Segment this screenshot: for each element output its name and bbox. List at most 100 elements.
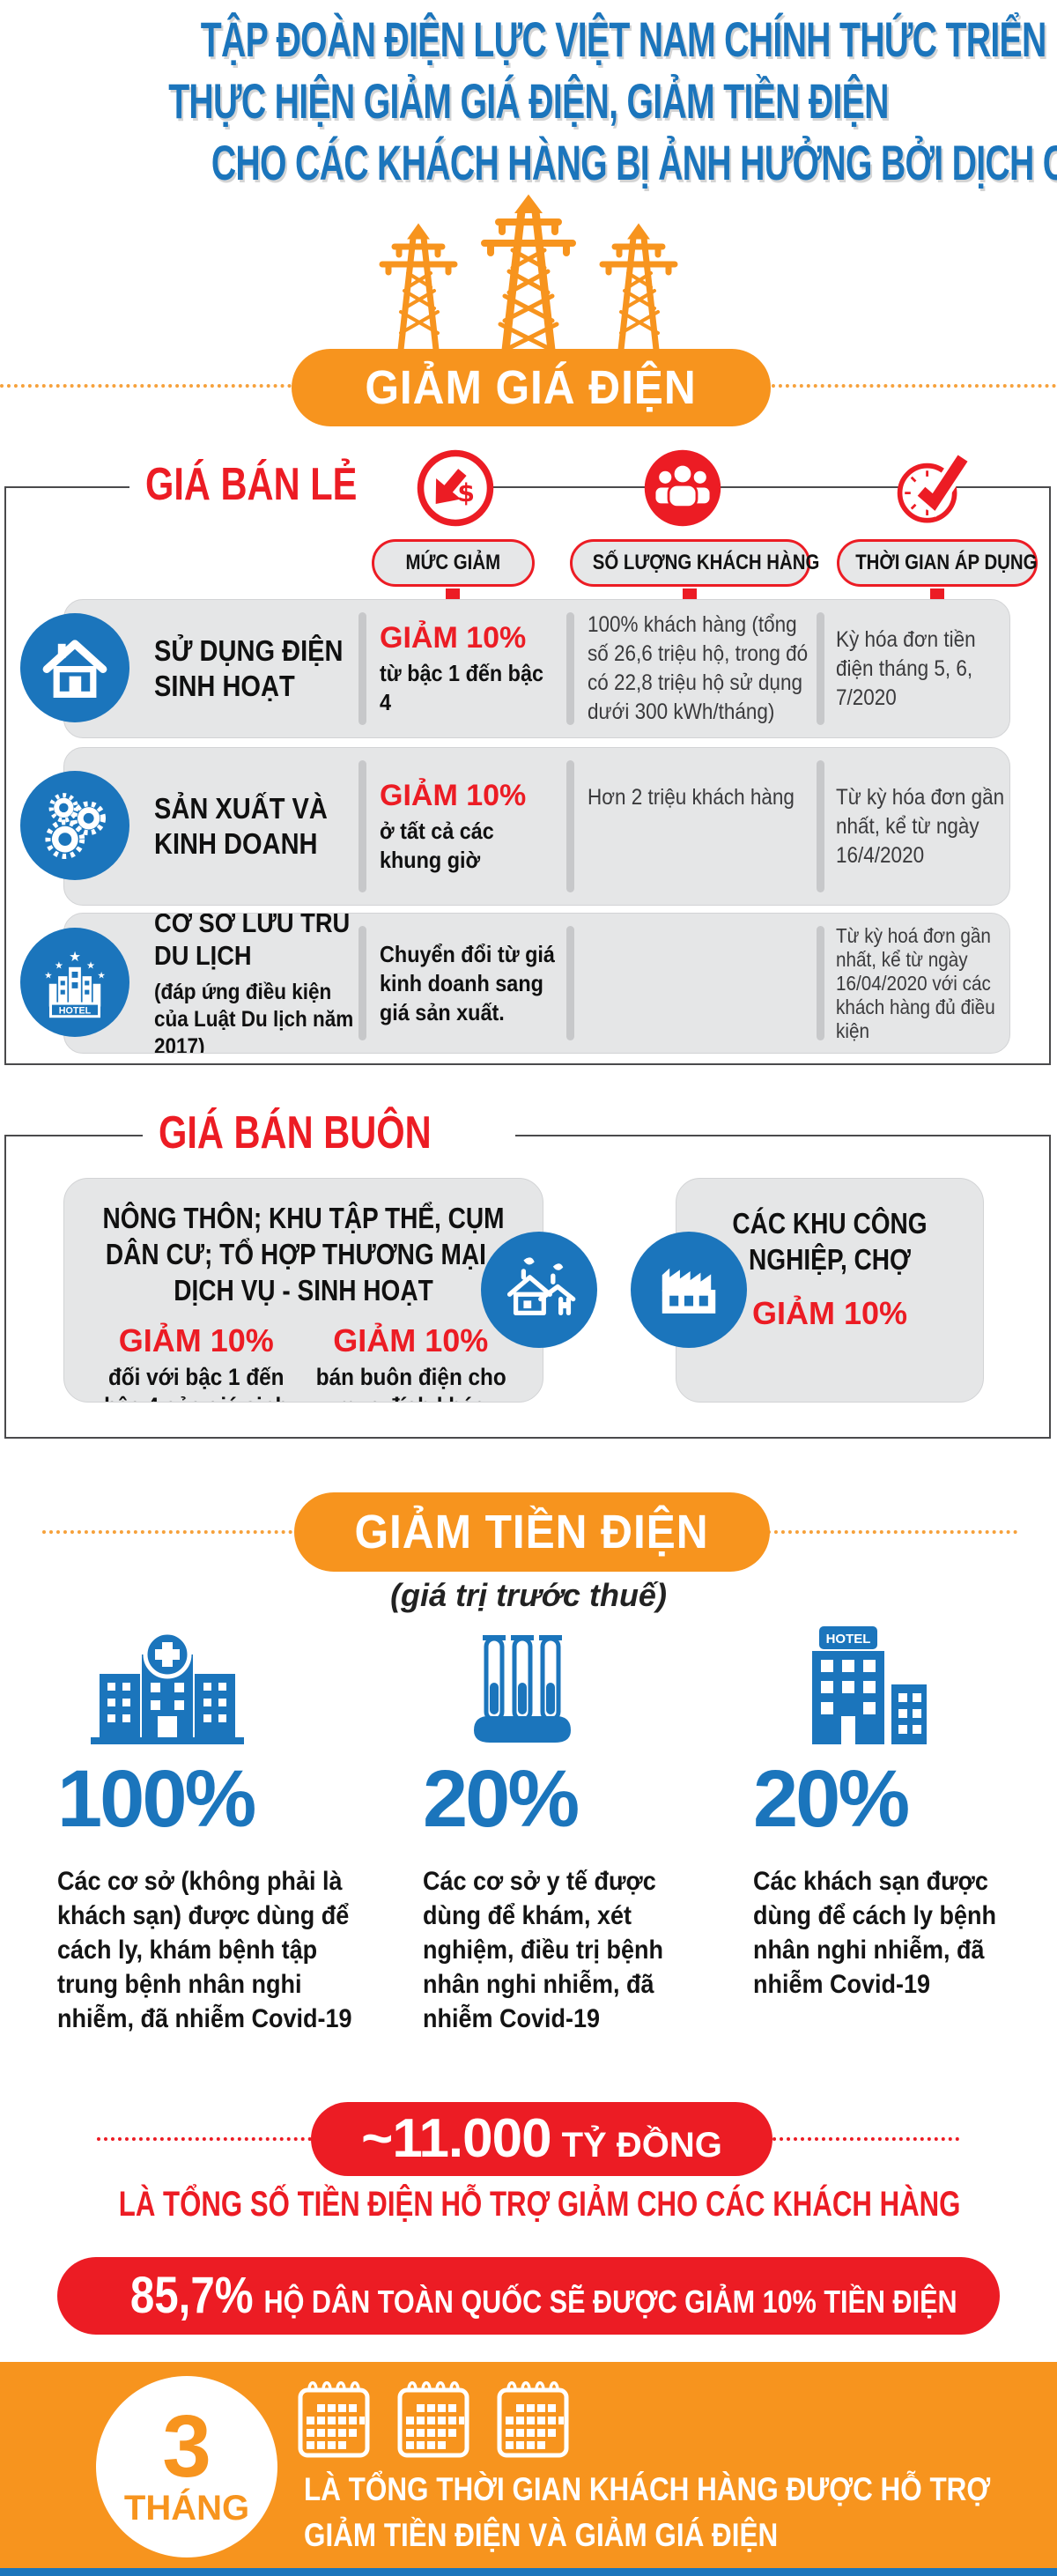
retail-row-residential: SỬ DỤNG ĐIỆN SINH HOẠT GIẢM 10% từ bậc 1… (63, 599, 1010, 738)
row-customers-cell: Hơn 2 triệu khách hàng (588, 748, 809, 905)
test-tubes-icon (474, 1635, 571, 1743)
row-title-cell: SỬ DỤNG ĐIỆN SINH HOẠT (154, 600, 366, 737)
row-reduction-cell: Chuyển đổi từ giá kinh doanh sang giá sả… (380, 914, 558, 1053)
eco-house-icon (506, 1257, 576, 1316)
retail-row-tourist-accommodation: CƠ SỞ LƯU TRÚ DU LỊCH (đáp ứng điều kiện… (63, 913, 1010, 1054)
customers-icon (644, 449, 721, 527)
svg-text:★: ★ (44, 971, 52, 981)
row-customers-cell: 100% khách hàng (tổng số 26,6 triệu hộ, … (588, 600, 809, 737)
period-text: Kỳ hóa đơn tiền điện tháng 5, 6, 7/2020 (836, 626, 976, 710)
retail-heading: GIÁ BÁN LẺ (129, 456, 426, 513)
retail-heading-text: GIÁ BÁN LẺ (145, 459, 358, 510)
svg-text:★: ★ (97, 971, 105, 981)
column-header-so-luong: SỐ LƯỢNG KHÁCH HÀNG (570, 539, 819, 587)
svg-text:$: $ (457, 478, 475, 507)
page-title-text-1: TẬP ĐOÀN ĐIỆN LỰC VIỆT NAM CHÍNH THỨC TR… (200, 11, 1057, 67)
column-header-text: THỜI GIAN ÁP DỤNG (855, 551, 1038, 574)
divider (566, 612, 574, 725)
industrial-badge (631, 1232, 747, 1348)
column-header-text: SỐ LƯỢNG KHÁCH HÀNG (592, 551, 820, 574)
wholesale-item: GIẢM 10% đối với bậc 1 đến bậc 4 của giá… (89, 1322, 304, 1402)
reduction-note: đối với bậc 1 đến bậc 4 của giá sinh hoạ… (104, 1364, 288, 1402)
bill-icon-wrap (423, 1623, 715, 1744)
svg-text:HOTEL: HOTEL (59, 1006, 92, 1017)
bill-item-medical-facility: 20% Các cơ sở y tế được dùng để khám, xé… (423, 1623, 715, 2036)
total-amount: ~11.000 (361, 2108, 551, 2169)
divider (566, 926, 574, 1040)
page-title-line-1: TẬP ĐOÀN ĐIỆN LỰC VIỆT NAM CHÍNH THỨC TR… (0, 9, 1057, 70)
divider (358, 612, 366, 725)
customers-text: Hơn 2 triệu khách hàng (588, 785, 795, 810)
household-percent: 85,7% (129, 2267, 254, 2324)
total-unit: TỶ ĐỒNG (561, 2126, 722, 2165)
row-period-cell: Từ kỳ hoá đơn gần nhất, kể từ ngày 16/04… (836, 914, 1005, 1053)
svg-text:HOTEL: HOTEL (826, 1632, 871, 1647)
column-header-thoi-gian: THỜI GIAN ÁP DỤNG (837, 539, 1038, 587)
divider (358, 926, 366, 1040)
total-amount-pill: ~11.000 TỶ ĐỒNG (311, 2102, 772, 2176)
bill-item-hotel: HOTEL 20% Các khách sạn được dùng để các… (753, 1623, 1017, 2002)
svg-text:★: ★ (55, 960, 63, 972)
row-title-note: (đáp ứng điều kiện của Luật Du lịch năm … (154, 979, 354, 1054)
wholesale-items: GIẢM 10% đối với bậc 1 đến bậc 4 của giá… (89, 1322, 519, 1402)
period-text: Từ kỳ hoá đơn gần nhất, kể từ ngày 16/04… (836, 923, 995, 1042)
bill-percent: 20% (753, 1754, 910, 1844)
section-badge-giam-tien-dien: GIẢM TIỀN ĐIỆN (294, 1492, 770, 1572)
wholesale-item: GIẢM 10% bán buôn điện cho mục đích khác (304, 1322, 519, 1402)
calendar-icon (397, 2381, 469, 2458)
bill-subtitle: (giá trị trước thuế) (390, 1577, 667, 1613)
reduction-highlight: GIẢM 10% (333, 1322, 489, 1358)
svg-text:★: ★ (69, 949, 81, 965)
row-title: SỬ DỤNG ĐIỆN SINH HOẠT (154, 634, 344, 702)
footer-line-1: LÀ TỔNG THỜI GIAN KHÁCH HÀNG ĐƯỢC HỖ TRỢ (304, 2471, 991, 2507)
reduction-highlight: GIẢM 10% (118, 1322, 274, 1358)
total-caption: LÀ TỔNG SỐ TIỀN ĐIỆN HỖ TRỢ GIẢM CHO CÁC… (0, 2185, 1057, 2224)
bill-icon-wrap (57, 1623, 376, 1744)
wholesale-card-title: NÔNG THÔN; KHU TẬP THỂ, CỤM DÂN CƯ; TỔ H… (102, 1202, 505, 1307)
calendar-icon (497, 2381, 569, 2458)
section-badge-giam-gia-dien: GIẢM GIÁ ĐIỆN (292, 349, 771, 426)
house-icon (42, 640, 107, 698)
wholesale-card-title: CÁC KHU CÔNG NGHIỆP, CHỢ (732, 1207, 928, 1276)
bill-item-isolation-facility: 100% Các cơ sở (không phải là khách sạn)… (57, 1623, 376, 2036)
page-title-text-3: CHO CÁC KHÁCH HÀNG BỊ ẢNH HƯỞNG BỞI DỊCH… (211, 135, 1057, 190)
retail-price-section: GIÁ BÁN LẺ $ (4, 449, 1051, 1065)
bill-icon-wrap: HOTEL (753, 1623, 1017, 1744)
reduction-note: Chuyển đổi từ giá kinh doanh sang giá sả… (380, 940, 555, 1025)
household-percentage-bar: 85,7% HỘ DÂN TOÀN QUỐC SẼ ĐƯỢC GIẢM 10% T… (57, 2257, 1000, 2335)
reduction-note: từ bậc 1 đến bậc 4 (380, 660, 544, 715)
period-text: Từ kỳ hóa đơn gần nhất, kể từ ngày 16/4/… (836, 785, 1005, 868)
bill-percent: 20% (423, 1754, 580, 1844)
row-period-cell: Kỳ hóa đơn tiền điện tháng 5, 6, 7/2020 (836, 600, 1005, 737)
page-title-line-3: CHO CÁC KHÁCH HÀNG BỊ ẢNH HƯỞNG BỞI DỊCH… (0, 132, 1057, 194)
divider (566, 760, 574, 892)
wholesale-price-section: GIÁ BÁN BUÔN NÔNG THÔN; KHU TẬP THỂ, CỤM… (4, 1105, 1051, 1439)
footer-band: 3 THÁNG (0, 2362, 1057, 2568)
row-title: CƠ SỞ LƯU TRÚ DU LỊCH (154, 913, 351, 971)
row-title: SẢN XUẤT VÀ KINH DOANH (154, 792, 328, 860)
bottom-blue-strip (0, 2568, 1057, 2576)
calendar-icon (298, 2381, 370, 2458)
duration-number: 3 (162, 2396, 211, 2496)
power-towers-icon (379, 194, 678, 361)
footer-line-2: GIẢM TIỀN ĐIỆN VÀ GIẢM GIÁ ĐIỆN (304, 2517, 779, 2553)
divider (817, 760, 824, 892)
column-header-muc-giam: MỨC GIẢM (372, 539, 535, 587)
page-title-line-2: THỰC HIỆN GIẢM GIÁ ĐIỆN, GIẢM TIỀN ĐIỆN (0, 70, 1057, 132)
badge-label: GIẢM GIÁ ĐIỆN (365, 361, 698, 414)
wholesale-heading: GIÁ BÁN BUÔN (143, 1105, 516, 1161)
hotel-building-icon: HOTEL (812, 1626, 927, 1744)
column-header-text: MỨC GIẢM (405, 551, 501, 574)
badge-label: GIẢM TIỀN ĐIỆN (354, 1506, 710, 1558)
duration-unit: THÁNG (123, 2488, 250, 2528)
clock-check-icon (897, 452, 972, 523)
row-reduction-cell: GIẢM 10% từ bậc 1 đến bậc 4 (380, 600, 558, 737)
row-customers-cell (588, 914, 809, 1053)
total-caption-text: LÀ TỔNG SỐ TIỀN ĐIỆN HỖ TRỢ GIẢM CHO CÁC… (118, 2185, 961, 2224)
row-title-cell: CƠ SỞ LƯU TRÚ DU LỊCH (đáp ứng điều kiện… (154, 914, 366, 1053)
price-drop-icon: $ (417, 449, 494, 527)
row-title-cell: SẢN XUẤT VÀ KINH DOANH (154, 748, 366, 905)
wholesale-heading-text: GIÁ BÁN BUÔN (159, 1107, 432, 1158)
gears-icon (45, 793, 107, 860)
